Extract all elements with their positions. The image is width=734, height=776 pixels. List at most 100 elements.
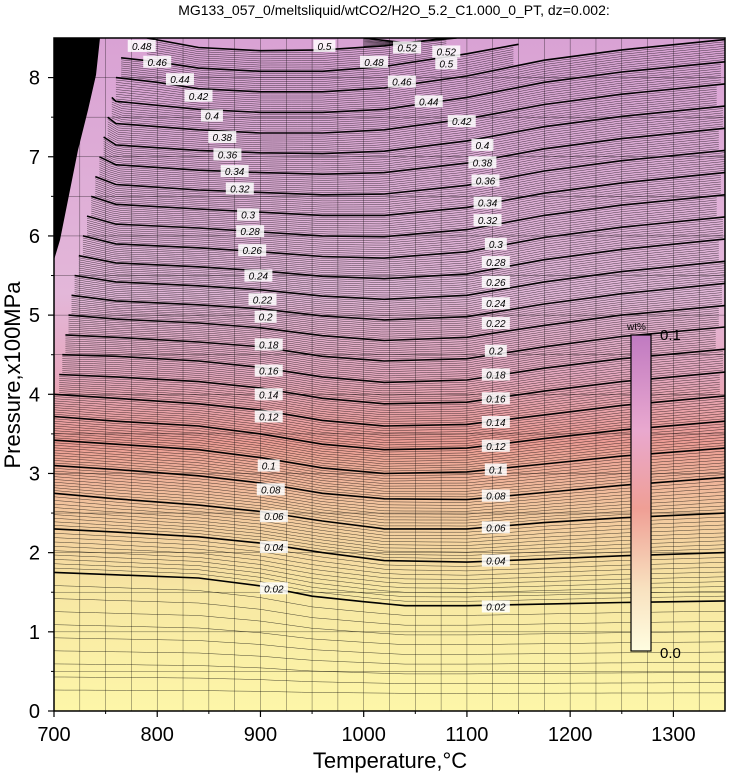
minor-contour-line — [91, 190, 721, 233]
contour-label-text: 0.02 — [486, 602, 506, 613]
minor-contour-line — [82, 219, 723, 261]
contour-label: 0.46 — [387, 75, 416, 89]
contour-label-background — [254, 310, 277, 323]
minor-contour-line — [103, 108, 723, 156]
contour-label: 0.26 — [481, 275, 510, 289]
minor-contour-line — [78, 246, 719, 285]
minor-contour-line — [146, 49, 447, 64]
contour-label-background — [432, 45, 461, 58]
x-axis: 700 800 900 1000 1100 1200 1300 — [37, 711, 696, 746]
minor-contour-line — [78, 248, 719, 287]
contour-label: 0.28 — [236, 225, 265, 238]
minor-contour-line — [86, 199, 717, 242]
colorbar: wt% 0.1 0.0 — [626, 322, 681, 662]
minor-contour-line — [71, 301, 722, 337]
contour-label-text: 0.22 — [486, 319, 506, 330]
y-axis-title: Pressure,x100MPa — [0, 281, 25, 469]
minor-contour-line — [103, 126, 723, 173]
contour-label: 0.06 — [259, 510, 288, 523]
minor-contour-line — [91, 183, 721, 227]
contour-label-text: 0.52 — [397, 44, 417, 55]
contour-label-background — [484, 237, 507, 250]
minor-contour-line — [71, 294, 722, 331]
contour-label-background — [237, 208, 260, 221]
minor-contour-line — [68, 310, 719, 345]
contour-line-0.08 — [54, 464, 725, 501]
contour-label-background — [248, 293, 277, 306]
contour-line-0.24 — [71, 282, 725, 321]
contour-label: 0.2 — [254, 310, 277, 324]
contour-label-background — [127, 39, 156, 52]
minor-contour-line — [82, 234, 723, 275]
contour-label: 0.48 — [360, 55, 389, 69]
contour-label-background — [259, 541, 288, 554]
minor-contour-line — [95, 154, 725, 200]
contour-labels: 0.02 0.04 0.06 0.08 0.1 0.12 0.14 0.16 0.18 0.2 0.… — [127, 39, 510, 613]
contour-label: 0.42 — [184, 89, 213, 103]
minor-contour-line — [82, 223, 723, 265]
contour-label: 0.4 — [200, 109, 223, 123]
contour-label-text: 0.04 — [486, 557, 506, 568]
minor-contour-line — [103, 117, 723, 165]
contour-label-background — [468, 156, 497, 169]
minor-contour-line — [78, 243, 719, 283]
y-tick-label: 3 — [29, 463, 40, 485]
contour-line-0.06 — [54, 492, 725, 530]
minor-contour-line — [91, 192, 721, 235]
contour-label: 0.04 — [481, 554, 510, 568]
contour-label: 0.36 — [213, 148, 242, 161]
minor-contour-line — [91, 186, 721, 229]
minor-contour-line — [65, 336, 716, 370]
contour-line-0.2 — [65, 326, 725, 362]
contour-label: 0.16 — [254, 364, 283, 378]
minor-contour-line — [99, 135, 719, 181]
contour-label: 0.18 — [254, 338, 283, 351]
contour-label-background — [254, 338, 283, 351]
contour-label-text: 0.08 — [261, 485, 281, 496]
minor-contour-line — [115, 50, 725, 103]
y-tick-label: 7 — [29, 147, 40, 169]
minor-contour-line — [65, 347, 716, 381]
unstable-region — [54, 38, 100, 260]
contour-label: 0.3 — [484, 237, 507, 251]
minor-contour-line — [71, 292, 722, 329]
contour-label-background — [471, 138, 494, 151]
minor-contour-line — [62, 351, 723, 385]
contour-label-background — [481, 392, 510, 405]
contour-line-0.26 — [74, 260, 725, 301]
contour-line-0.1 — [54, 439, 725, 475]
minor-contour-line — [65, 345, 716, 379]
minor-contour-line — [91, 177, 721, 220]
minor-contour-line — [115, 41, 725, 95]
contour-line-0.02 — [54, 571, 725, 607]
minor-contour-line — [65, 334, 716, 368]
minor-contour-line — [95, 165, 725, 210]
contour-label: 0.32 — [473, 214, 502, 227]
contour-label-text: 0.44 — [419, 97, 439, 108]
contour-label: 0.14 — [481, 416, 510, 429]
contour-label-text: 0.12 — [259, 412, 279, 423]
contour-line-0.12 — [54, 415, 725, 451]
minor-contour-line — [91, 188, 721, 231]
contour-label-background — [484, 344, 507, 357]
contour-label-background — [143, 55, 172, 68]
contour-label-background — [473, 214, 502, 227]
contour-line-0.3 — [82, 216, 725, 259]
minor-contour-line — [107, 102, 717, 150]
contour-label-text: 0.46 — [147, 58, 167, 69]
contour-label-text: 0.26 — [486, 278, 506, 289]
contour-label-background — [225, 182, 254, 195]
contour-line-0.04 — [54, 528, 725, 563]
contour-label-background — [481, 554, 510, 567]
contour-label: 0.04 — [259, 541, 288, 554]
contour-label-background — [393, 41, 422, 54]
contour-line-0.4 — [103, 105, 725, 155]
contour-label-background — [481, 489, 510, 502]
contour-label-background — [184, 89, 213, 102]
contour-label-background — [481, 275, 510, 288]
contour-label-text: 0.4 — [475, 141, 489, 152]
minor-contour-line — [99, 137, 719, 183]
contour-label-text: 0.24 — [486, 299, 506, 310]
contour-line-0.28 — [78, 238, 725, 280]
minor-contour-line — [99, 139, 719, 185]
